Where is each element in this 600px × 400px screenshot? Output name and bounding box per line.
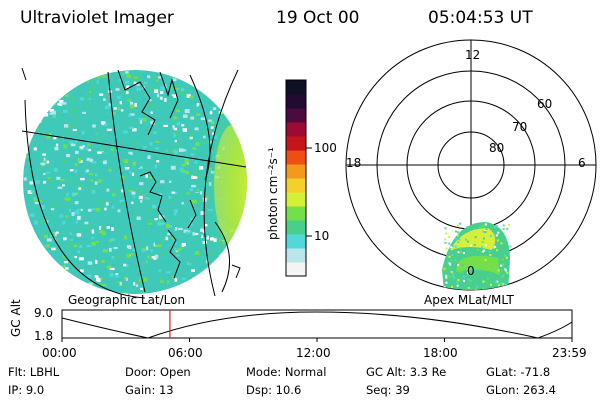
colorbar-tick-100: 100 [314, 141, 337, 155]
dsp-info: Dsp: 10.6 [246, 383, 302, 397]
auroral-oval-image [442, 222, 512, 290]
gc-alt-info: GC Alt: 3.3 Re [366, 365, 447, 379]
time-tick-1: 06:00 [168, 346, 203, 360]
altitude-tick-top: 9.0 [34, 306, 54, 320]
filter-info: Flt: LBHL [8, 365, 60, 379]
observation-date: 19 Oct 00 [276, 8, 360, 28]
mlat-label-70: 70 [512, 120, 528, 134]
instrument-title: Ultraviolet Imager [20, 8, 174, 28]
mlt-label-12: 12 [465, 48, 481, 62]
mlt-label-6: 6 [578, 156, 586, 170]
glon-info: GLon: 263.4 [486, 383, 556, 397]
seq-info: Seq: 39 [366, 383, 410, 397]
coastlines [21, 67, 241, 279]
time-tick-4: 23:59 [552, 346, 587, 360]
geo-panel-label: Geographic Lat/Lon [68, 293, 186, 307]
earth-disk-image [23, 70, 247, 294]
door-info: Door: Open [125, 365, 191, 379]
mode-info: Mode: Normal [246, 365, 327, 379]
observation-time: 05:04:53 UT [428, 8, 533, 28]
time-tick-3: 18:00 [423, 346, 458, 360]
mlt-label-18: 18 [346, 156, 362, 170]
ip-info: IP: 9.0 [8, 383, 45, 397]
time-tick-0: 00:00 [42, 346, 77, 360]
mlt-label-0: 0 [467, 264, 475, 278]
polar-panel-label: Apex MLat/MLT [424, 293, 514, 307]
mlat-label-60: 60 [537, 97, 553, 111]
altitude-axis-label: GC Alt [9, 299, 23, 337]
glat-info: GLat: -71.8 [486, 365, 551, 379]
altitude-tick-bottom: 1.8 [34, 329, 54, 343]
colorbar-tick-10: 10 [314, 229, 330, 243]
time-tick-2: 12:00 [296, 346, 331, 360]
geo-grid-lines [21, 69, 247, 299]
gain-info: Gain: 13 [125, 383, 174, 397]
mlat-label-80: 80 [489, 141, 505, 155]
